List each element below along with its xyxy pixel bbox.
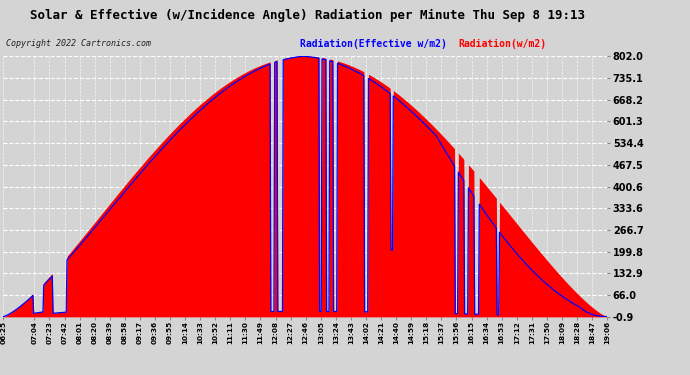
Text: Radiation(Effective w/m2): Radiation(Effective w/m2) [300, 39, 459, 50]
Text: Solar & Effective (w/Incidence Angle) Radiation per Minute Thu Sep 8 19:13: Solar & Effective (w/Incidence Angle) Ra… [30, 9, 584, 22]
Text: Copyright 2022 Cartronics.com: Copyright 2022 Cartronics.com [6, 39, 150, 48]
Text: Radiation(w/m2): Radiation(w/m2) [459, 39, 547, 50]
